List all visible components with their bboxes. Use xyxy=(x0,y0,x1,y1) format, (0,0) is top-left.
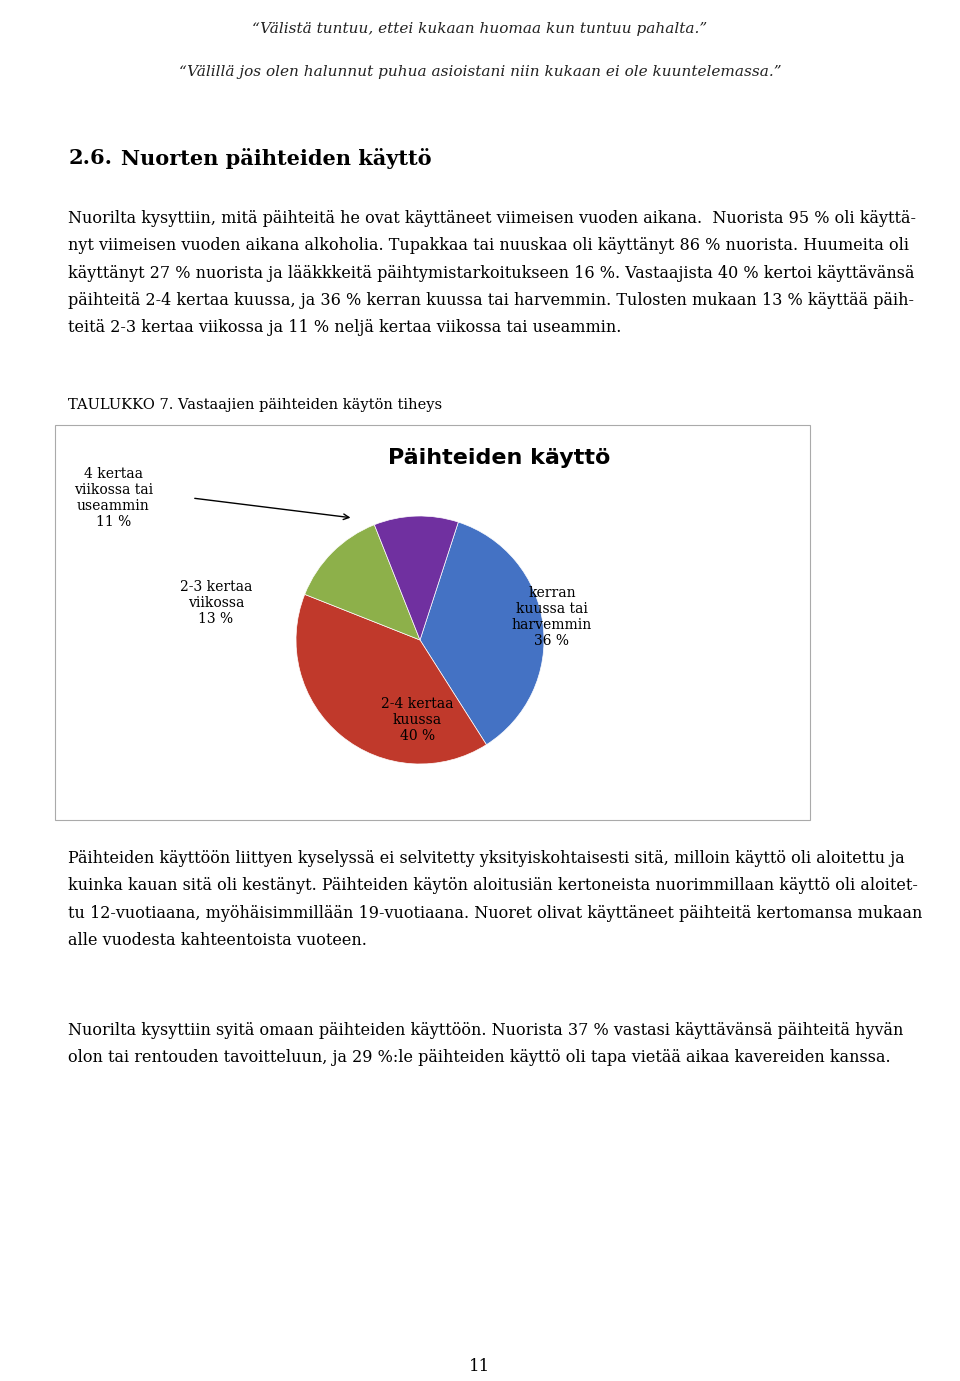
Text: nyt viimeisen vuoden aikana alkoholia. Tupakkaa tai nuuskaa oli käyttänyt 86 % n: nyt viimeisen vuoden aikana alkoholia. T… xyxy=(68,238,909,254)
Text: alle vuodesta kahteentoista vuoteen.: alle vuodesta kahteentoista vuoteen. xyxy=(68,932,367,949)
Text: kuinka kauan sitä oli kestänyt. Päihteiden käytön aloitusiän kertoneista nuorimm: kuinka kauan sitä oli kestänyt. Päihteid… xyxy=(68,877,918,895)
Text: Nuorilta kysyttiin syitä omaan päihteiden käyttöön. Nuorista 37 % vastasi käyttä: Nuorilta kysyttiin syitä omaan päihteide… xyxy=(68,1022,903,1039)
Text: “Välistä tuntuu, ettei kukaan huomaa kun tuntuu pahalta.”: “Välistä tuntuu, ettei kukaan huomaa kun… xyxy=(252,22,708,36)
Wedge shape xyxy=(374,516,458,639)
Text: kerran
kuussa tai
harvemmin
36 %: kerran kuussa tai harvemmin 36 % xyxy=(512,586,592,648)
Text: Nuorilta kysyttiin, mitä päihteitä he ovat käyttäneet viimeisen vuoden aikana.  : Nuorilta kysyttiin, mitä päihteitä he ov… xyxy=(68,210,916,226)
Text: Päihteiden käyttö: Päihteiden käyttö xyxy=(388,447,611,468)
Text: käyttänyt 27 % nuorista ja lääkkkeitä päihtymistarkoitukseen 16 %. Vastaajista 4: käyttänyt 27 % nuorista ja lääkkkeitä pä… xyxy=(68,265,915,282)
Text: tu 12-vuotiaana, myöhäisimmillään 19-vuotiaana. Nuoret olivat käyttäneet päihtei: tu 12-vuotiaana, myöhäisimmillään 19-vuo… xyxy=(68,905,923,921)
Text: 4 kertaa
viikossa tai
useammin
11 %: 4 kertaa viikossa tai useammin 11 % xyxy=(74,467,153,529)
Text: 2-4 kertaa
kuussa
40 %: 2-4 kertaa kuussa 40 % xyxy=(381,697,454,743)
Text: 11: 11 xyxy=(469,1358,491,1375)
Text: päihteitä 2-4 kertaa kuussa, ja 36 % kerran kuussa tai harvemmin. Tulosten mukaa: päihteitä 2-4 kertaa kuussa, ja 36 % ker… xyxy=(68,291,914,309)
Wedge shape xyxy=(296,594,487,764)
Text: 2-3 kertaa
viikossa
13 %: 2-3 kertaa viikossa 13 % xyxy=(180,580,252,626)
Text: TAULUKKO 7. Vastaajien päihteiden käytön tiheys: TAULUKKO 7. Vastaajien päihteiden käytön… xyxy=(68,398,443,412)
Wedge shape xyxy=(420,522,544,744)
Text: teitä 2-3 kertaa viikossa ja 11 % neljä kertaa viikossa tai useammin.: teitä 2-3 kertaa viikossa ja 11 % neljä … xyxy=(68,319,621,337)
Text: Päihteiden käyttöön liittyen kyselyssä ei selvitetty yksityiskohtaisesti sitä, m: Päihteiden käyttöön liittyen kyselyssä e… xyxy=(68,849,905,867)
Text: “Välillä jos olen halunnut puhua asioistani niin kukaan ei ole kuuntelemassa.”: “Välillä jos olen halunnut puhua asioist… xyxy=(179,65,781,79)
Text: Nuorten päihteiden käyttö: Nuorten päihteiden käyttö xyxy=(121,148,432,168)
Bar xyxy=(55,425,810,820)
Text: olon tai rentouden tavoitteluun, ja 29 %:le päihteiden käyttö oli tapa vietää ai: olon tai rentouden tavoitteluun, ja 29 %… xyxy=(68,1050,891,1066)
Text: 2.6.: 2.6. xyxy=(68,148,112,168)
Wedge shape xyxy=(304,525,420,639)
